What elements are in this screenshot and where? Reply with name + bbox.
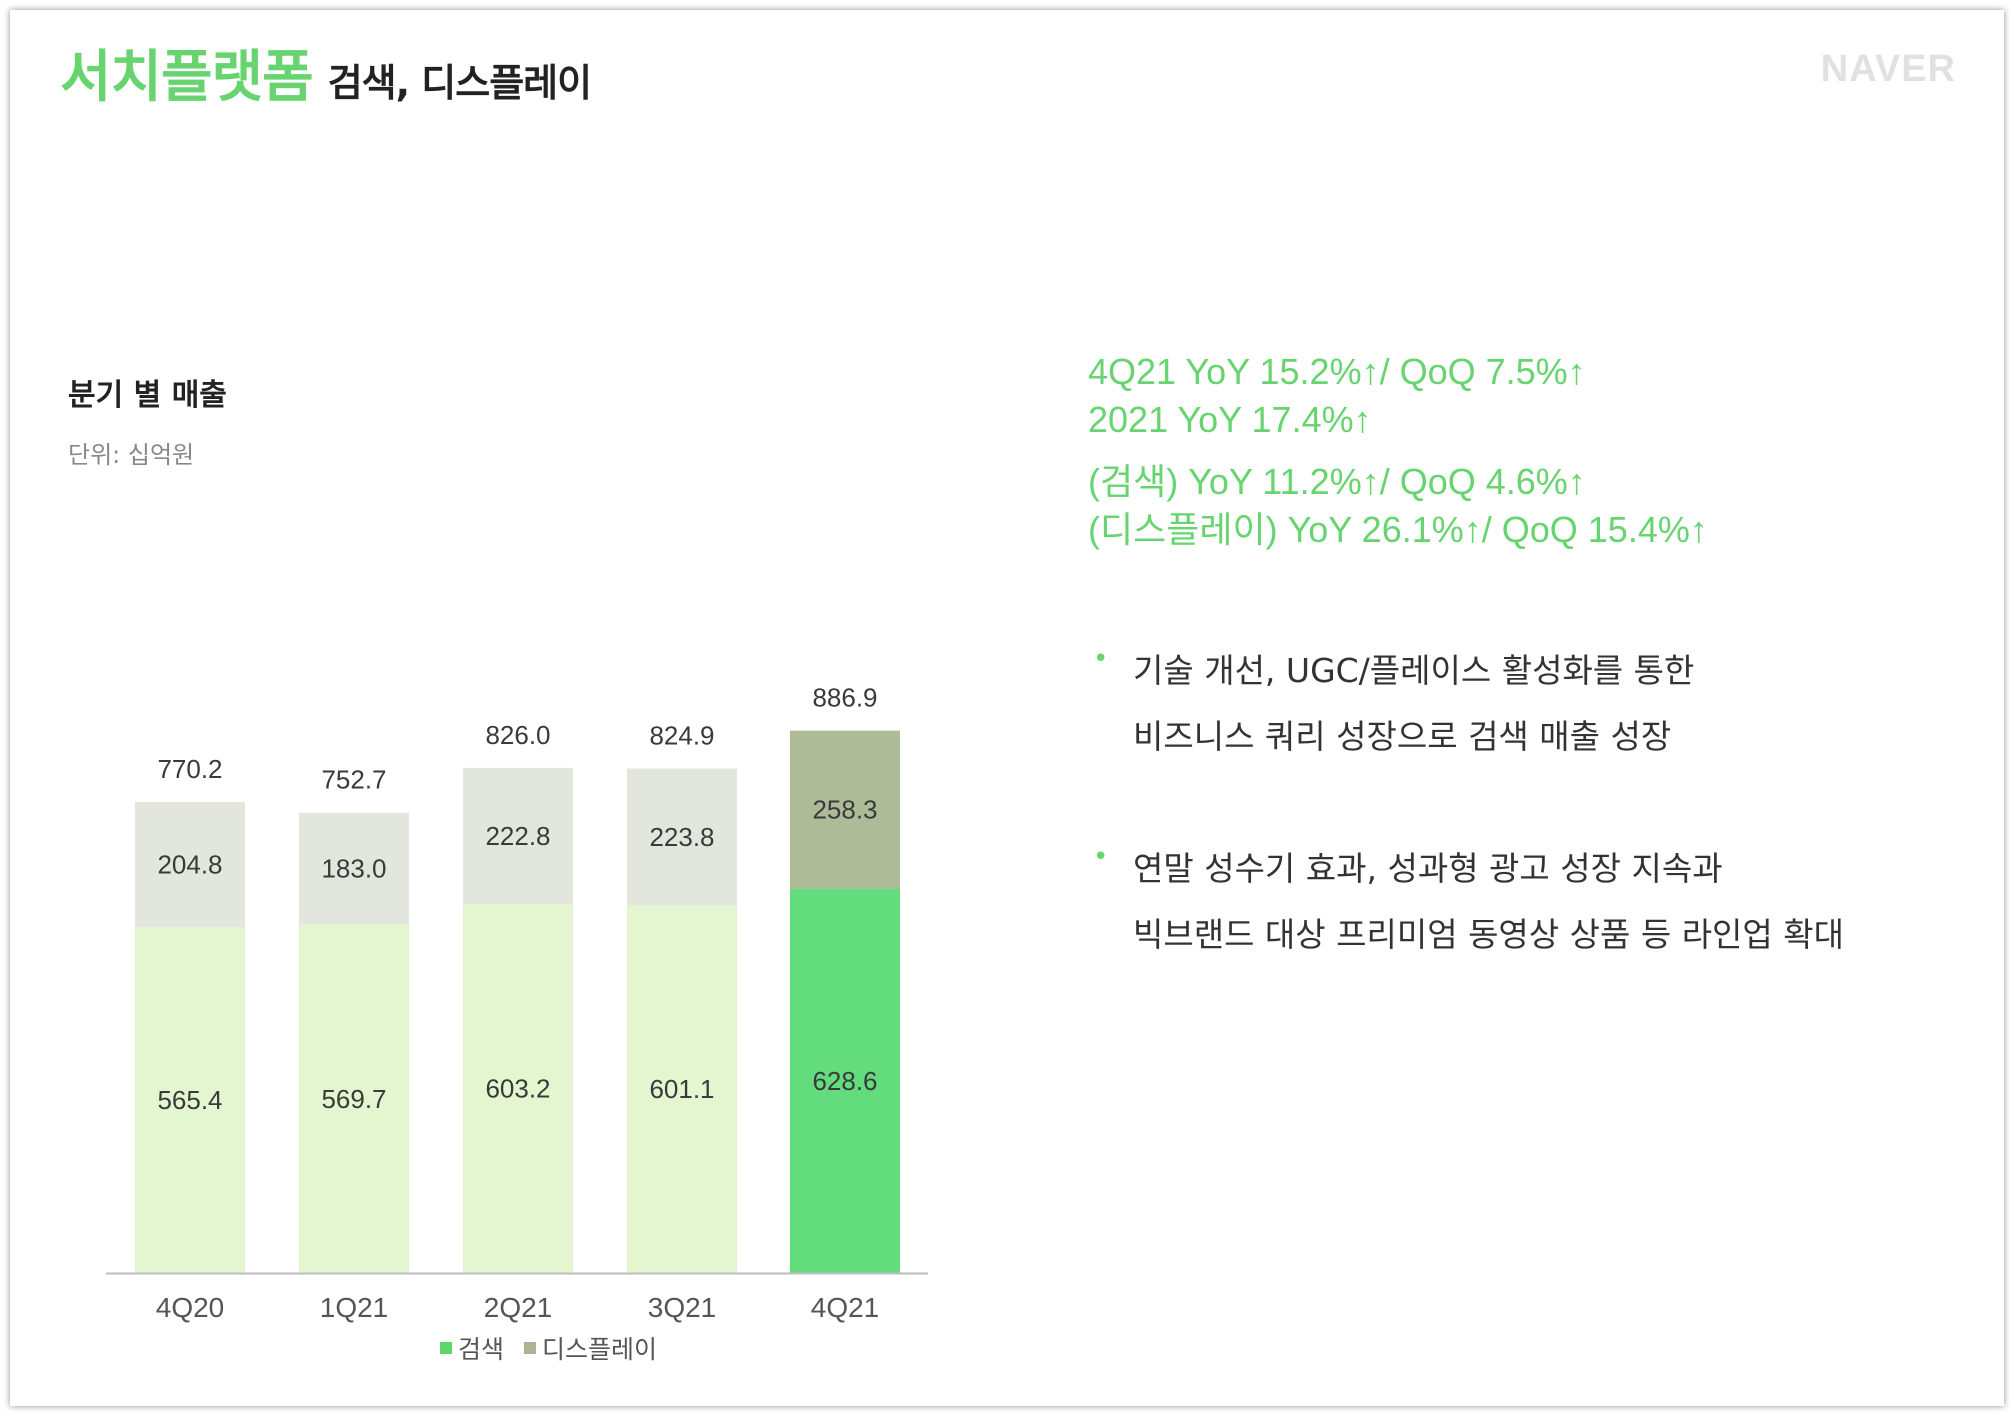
naver-logo: NAVER <box>1820 48 1956 90</box>
total-label-4Q20: 770.2 <box>157 754 222 784</box>
highlight-display: (디스플레이) YoY 26.1%↑/ QoQ 15.4%↑ <box>1088 509 1708 550</box>
legend-label-search: 검색 <box>458 1335 505 1364</box>
list-item: • 연말 성수기 효과, 성과형 광고 성장 지속과 빅브랜드 대상 프리미엄 … <box>1088 836 1844 968</box>
x-tick-label-4Q21: 4Q21 <box>811 1292 880 1323</box>
list-item: • 기술 개선, UGC/플레이스 활성화를 통한 비즈니스 쿼리 성장으로 검… <box>1088 638 1844 770</box>
bar-display-1Q21 <box>299 812 409 925</box>
x-tick-label-2Q21: 2Q21 <box>484 1292 553 1323</box>
bullet-dot-icon: • <box>1093 842 1109 872</box>
chart-unit: 단위: 십억원 <box>68 441 195 469</box>
bar-display-3Q21 <box>627 768 737 906</box>
value-label-search-4Q21: 628.6 <box>812 1066 877 1096</box>
x-tick-label-4Q20: 4Q20 <box>156 1292 225 1323</box>
value-label-display-3Q21: 223.8 <box>649 822 714 852</box>
value-label-display-1Q21: 183.0 <box>321 854 386 884</box>
bullet-list: • 기술 개선, UGC/플레이스 활성화를 통한 비즈니스 쿼리 성장으로 검… <box>1088 638 1844 1034</box>
title-sub: 검색, 디스플레이 <box>327 61 592 105</box>
highlight-search: (검색) YoY 11.2%↑/ QoQ 4.6%↑ <box>1088 461 1586 502</box>
bar-display-4Q20 <box>135 802 245 928</box>
legend-item-search: 검색 <box>440 1330 504 1366</box>
total-label-2Q21: 826.0 <box>485 720 550 750</box>
total-label-4Q21: 886.9 <box>812 683 877 713</box>
value-label-search-4Q20: 565.4 <box>157 1085 222 1115</box>
x-tick-label-3Q21: 3Q21 <box>648 1292 717 1323</box>
bar-search-4Q20 <box>135 927 245 1273</box>
value-label-search-1Q21: 569.7 <box>321 1084 386 1114</box>
legend-swatch-display <box>524 1342 537 1354</box>
value-label-display-4Q21: 258.3 <box>812 795 877 825</box>
value-label-display-2Q21: 222.8 <box>485 821 550 851</box>
value-label-search-3Q21: 601.1 <box>649 1074 714 1104</box>
bullet-text: 빅브랜드 대상 프리미엄 동영상 상품 등 라인업 확대 <box>1133 915 1844 954</box>
bar-display-2Q21 <box>463 767 573 905</box>
value-label-display-4Q20: 204.8 <box>157 850 222 880</box>
bullet-text: 기술 개선, UGC/플레이스 활성화를 통한 <box>1133 651 1695 690</box>
bar-search-4Q21 <box>790 888 900 1273</box>
slide: 서치플랫폼 검색, 디스플레이 NAVER 분기 별 매출 단위: 십억원 56… <box>10 10 2004 1406</box>
highlight-4q21: 4Q21 YoY 15.2%↑/ QoQ 7.5%↑ <box>1088 351 1586 392</box>
chart-title: 분기 별 매출 <box>68 378 227 413</box>
total-label-1Q21: 752.7 <box>321 765 386 795</box>
title-main: 서치플랫폼 <box>60 45 314 110</box>
highlight-2021: 2021 YoY 17.4%↑ <box>1088 399 1372 440</box>
legend-label-display: 디스플레이 <box>542 1335 658 1364</box>
value-label-search-2Q21: 603.2 <box>485 1074 550 1104</box>
legend-item-display: 디스플레이 <box>524 1330 657 1366</box>
legend-swatch-search <box>440 1342 452 1354</box>
bar-search-1Q21 <box>299 924 409 1273</box>
total-label-3Q21: 824.9 <box>649 721 714 751</box>
bar-display-4Q21 <box>790 730 900 889</box>
bullet-text: 연말 성수기 효과, 성과형 광고 성장 지속과 <box>1133 849 1723 888</box>
revenue-bar-chart: 565.4 204.8 770.2 4Q20 569.7 183.0 752.7 1Q21 60… <box>106 683 928 1323</box>
page-title: 서치플랫폼 검색, 디스플레이 <box>60 32 592 113</box>
x-tick-label-1Q21: 1Q21 <box>320 1292 389 1323</box>
bar-search-2Q21 <box>463 904 573 1273</box>
highlights: 4Q21 YoY 15.2%↑/ QoQ 7.5%↑ 2021 YoY 17.4… <box>1088 348 1708 554</box>
chart-legend: 검색 디스플레이 <box>440 1330 677 1366</box>
bullet-dot-icon: • <box>1093 644 1109 674</box>
bullet-text: 비즈니스 쿼리 성장으로 검색 매출 성장 <box>1133 717 1672 756</box>
bar-search-3Q21 <box>627 905 737 1273</box>
